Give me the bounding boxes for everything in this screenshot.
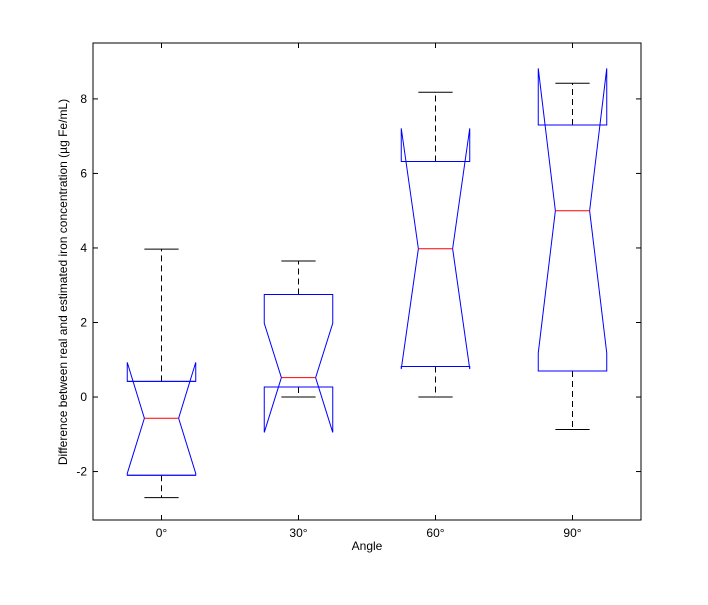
y-tick-label: 6 xyxy=(80,166,87,180)
box-3 xyxy=(400,91,471,398)
x-tick-label: 0° xyxy=(156,526,168,540)
x-tick-label: 30° xyxy=(289,526,307,540)
box-2 xyxy=(263,260,334,433)
y-tick-label: 0 xyxy=(80,390,87,404)
x-tick-label: 90° xyxy=(563,526,581,540)
plot-area xyxy=(92,42,642,521)
y-tick-label: 8 xyxy=(80,92,87,106)
x-tick-label: 60° xyxy=(426,526,444,540)
box-1 xyxy=(126,248,197,499)
y-axis: -2 0 2 4 6 8 xyxy=(76,92,641,479)
y-tick-label: 4 xyxy=(80,241,87,255)
boxes xyxy=(126,68,608,499)
x-axis-label: Angle xyxy=(352,539,383,553)
y-tick-label: -2 xyxy=(76,465,87,479)
y-tick-label: 2 xyxy=(80,315,87,329)
y-axis-label: Difference between real and estimated ir… xyxy=(56,99,70,465)
x-axis: 0° 30° 60° 90° xyxy=(156,43,582,540)
box-4 xyxy=(537,68,608,430)
